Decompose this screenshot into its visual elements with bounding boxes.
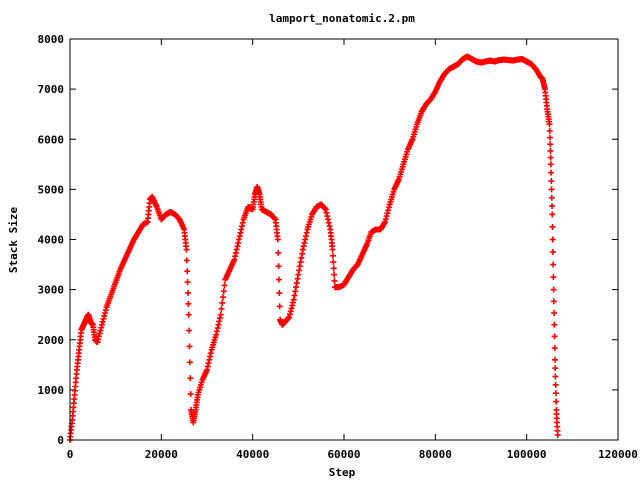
data-series xyxy=(67,53,561,443)
chart-title: lamport_nonatomic.2.pm xyxy=(269,12,415,25)
plot-frame xyxy=(69,38,619,441)
data-point xyxy=(185,300,192,307)
data-point xyxy=(551,345,558,352)
data-point xyxy=(221,282,228,289)
data-point xyxy=(275,249,282,256)
data-point xyxy=(219,294,226,301)
data-point xyxy=(548,186,555,193)
x-tick-label: 60000 xyxy=(327,448,360,461)
data-point xyxy=(220,288,227,295)
data-point xyxy=(331,277,338,284)
data-point xyxy=(549,203,556,210)
data-point xyxy=(550,261,557,268)
data-point xyxy=(185,311,192,318)
data-point xyxy=(187,391,194,398)
data-point xyxy=(330,259,337,266)
data-point xyxy=(548,194,555,201)
y-tick-label: 1000 xyxy=(38,384,65,397)
data-point xyxy=(329,246,336,253)
data-point xyxy=(547,147,554,154)
y-tick-label: 5000 xyxy=(38,183,65,196)
data-point xyxy=(551,356,558,363)
data-point xyxy=(552,373,559,380)
data-point xyxy=(186,359,193,366)
data-point xyxy=(546,127,553,134)
x-tick-label: 100000 xyxy=(507,448,547,461)
data-point xyxy=(550,298,557,305)
data-point xyxy=(549,211,556,218)
y-tick-label: 7000 xyxy=(38,83,65,96)
data-point xyxy=(183,246,190,253)
data-point xyxy=(219,299,226,306)
data-point xyxy=(550,286,557,293)
data-point xyxy=(548,169,555,176)
data-point xyxy=(552,365,559,372)
data-point xyxy=(275,263,282,270)
data-point xyxy=(184,289,191,296)
data-point xyxy=(275,276,282,283)
data-point xyxy=(330,265,337,272)
data-point xyxy=(186,343,193,350)
data-point xyxy=(549,223,556,230)
y-tick-label: 3000 xyxy=(38,284,65,297)
y-axis-label: Stack Size xyxy=(7,207,20,274)
x-tick-label: 20000 xyxy=(145,448,178,461)
data-point xyxy=(548,178,555,185)
data-point xyxy=(218,305,225,312)
x-tick-label: 120000 xyxy=(598,448,638,461)
data-point xyxy=(547,141,554,148)
x-tick-label: 80000 xyxy=(419,448,452,461)
x-axis: 0 20000 40000 60000 80000 100000 120000 xyxy=(67,39,638,461)
data-point xyxy=(552,390,559,397)
y-tick-label: 4000 xyxy=(38,234,65,247)
y-tick-label: 2000 xyxy=(38,334,65,347)
data-point xyxy=(276,289,283,296)
x-axis-label: Step xyxy=(329,466,356,479)
data-point xyxy=(554,431,561,438)
data-point xyxy=(546,134,553,141)
data-point xyxy=(547,161,554,168)
y-tick-label: 0 xyxy=(57,434,64,447)
x-tick-label: 40000 xyxy=(236,448,269,461)
data-point xyxy=(551,321,558,328)
y-tick-label: 6000 xyxy=(38,133,65,146)
data-point xyxy=(549,236,556,243)
data-point xyxy=(187,375,194,382)
y-tick-label: 8000 xyxy=(38,33,65,46)
data-point xyxy=(183,257,190,264)
data-point xyxy=(184,279,191,286)
y-axis: 0 1000 2000 3000 4000 5000 6000 7000 8000 xyxy=(38,33,618,447)
data-point xyxy=(217,311,224,318)
data-point xyxy=(546,121,553,128)
data-point xyxy=(274,236,281,243)
x-tick-label: 0 xyxy=(67,448,74,461)
data-point xyxy=(552,381,559,388)
data-point xyxy=(551,333,558,340)
data-point xyxy=(276,303,283,310)
data-point xyxy=(551,310,558,317)
data-point xyxy=(186,327,193,334)
data-point xyxy=(184,268,191,275)
data-point xyxy=(549,249,556,256)
data-point xyxy=(550,274,557,281)
data-point xyxy=(547,154,554,161)
data-point xyxy=(331,271,338,278)
data-point xyxy=(329,252,336,259)
data-point xyxy=(553,398,560,405)
